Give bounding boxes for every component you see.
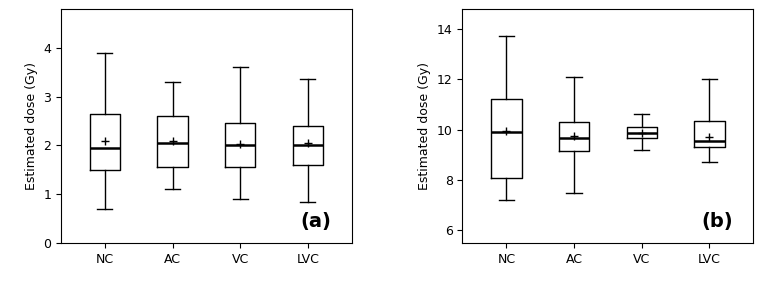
Y-axis label: Estimated dose (Gy): Estimated dose (Gy) [419, 62, 431, 190]
Y-axis label: Estimated dose (Gy): Estimated dose (Gy) [24, 62, 37, 190]
Text: (b): (b) [702, 212, 733, 231]
Text: (a): (a) [301, 212, 332, 231]
